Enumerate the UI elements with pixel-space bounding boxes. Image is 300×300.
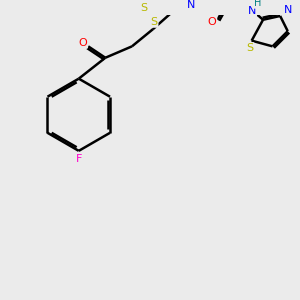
Text: F: F xyxy=(76,154,82,164)
Text: N: N xyxy=(248,6,256,16)
Text: S: S xyxy=(246,43,253,53)
Text: S: S xyxy=(150,17,158,27)
Text: O: O xyxy=(207,17,216,27)
Text: H: H xyxy=(254,0,261,8)
Text: O: O xyxy=(78,38,87,48)
Text: N: N xyxy=(187,0,195,10)
Text: S: S xyxy=(140,3,147,14)
Text: N: N xyxy=(284,5,292,15)
